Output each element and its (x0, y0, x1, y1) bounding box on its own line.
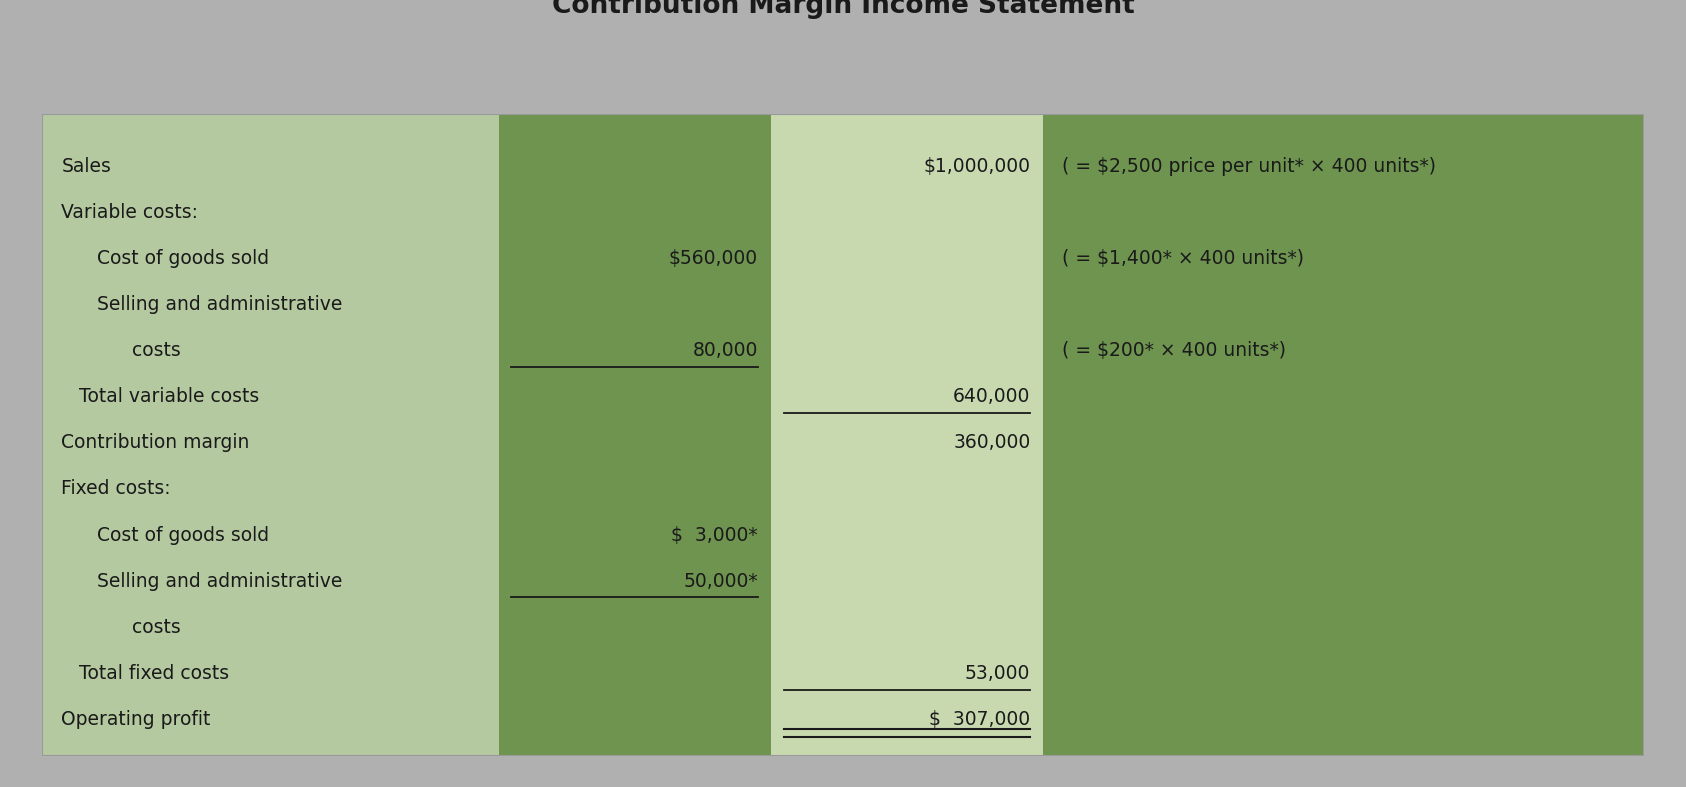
Text: ( = $1,400* × 400 units*): ( = $1,400* × 400 units*) (1062, 249, 1305, 268)
Text: $560,000: $560,000 (669, 249, 759, 268)
Text: $  3,000*: $ 3,000* (671, 526, 759, 545)
Text: Cost of goods sold: Cost of goods sold (96, 526, 268, 545)
Text: ( = $200* × 400 units*): ( = $200* × 400 units*) (1062, 341, 1286, 360)
Text: Contribution Margin Income Statement: Contribution Margin Income Statement (551, 0, 1135, 19)
Text: 53,000: 53,000 (964, 664, 1030, 683)
Text: Sales: Sales (61, 157, 111, 176)
Text: 80,000: 80,000 (693, 341, 759, 360)
Text: 360,000: 360,000 (953, 434, 1030, 453)
Text: $  307,000: $ 307,000 (929, 710, 1030, 729)
Text: Fixed costs:: Fixed costs: (61, 479, 170, 498)
Text: Contribution margin: Contribution margin (61, 434, 250, 453)
Text: 50,000*: 50,000* (683, 571, 759, 591)
Text: Total variable costs: Total variable costs (79, 387, 260, 406)
Text: Selling and administrative: Selling and administrative (96, 295, 342, 314)
Text: costs: costs (132, 341, 180, 360)
Bar (499, 114, 771, 756)
Text: $1,000,000: $1,000,000 (924, 157, 1030, 176)
Text: Selling and administrative: Selling and administrative (96, 571, 342, 591)
Text: Cost of goods sold: Cost of goods sold (96, 249, 268, 268)
Text: 640,000: 640,000 (953, 387, 1030, 406)
Text: ( = $2,500 price per unit* × 400 units*): ( = $2,500 price per unit* × 400 units*) (1062, 157, 1436, 176)
Bar (42, 114, 499, 756)
Bar (771, 114, 1044, 756)
Text: Operating profit: Operating profit (61, 710, 211, 729)
Text: Variable costs:: Variable costs: (61, 203, 199, 222)
Text: Total fixed costs: Total fixed costs (79, 664, 229, 683)
Text: costs: costs (132, 618, 180, 637)
Bar (1044, 114, 1644, 756)
